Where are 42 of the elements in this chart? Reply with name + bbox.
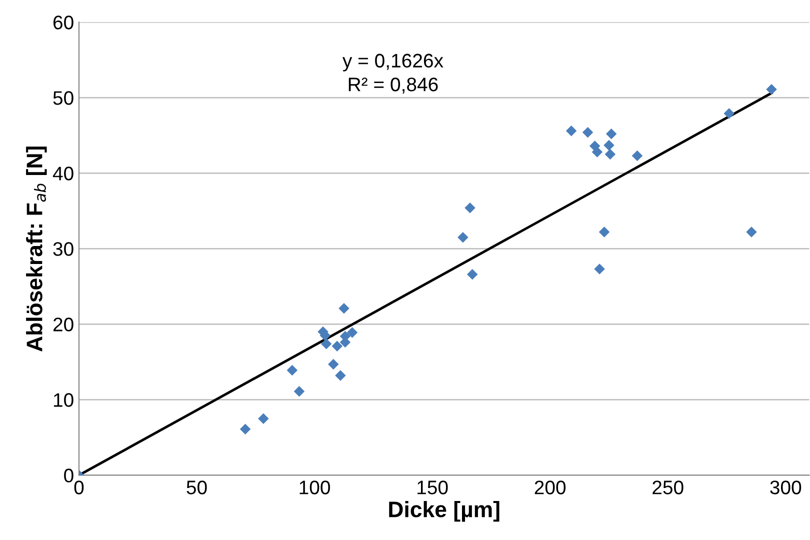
x-tick-label: 250 — [652, 480, 684, 494]
x-tick-label: 50 — [186, 480, 207, 494]
y-axis-title: Ablösekraft: F$_{ab}$ [N] — [26, 146, 47, 352]
point — [606, 128, 617, 140]
point — [598, 226, 610, 238]
x-tick-label: 300 — [770, 480, 802, 494]
point — [346, 327, 358, 338]
point — [746, 226, 757, 238]
point — [294, 386, 305, 397]
y-tick-label: 30 — [53, 242, 74, 256]
x-tick-label: 150 — [418, 480, 448, 494]
point — [258, 413, 269, 424]
point — [632, 150, 643, 162]
point — [604, 140, 614, 151]
y-tick-label: 40 — [52, 166, 74, 180]
point — [594, 264, 605, 274]
point — [332, 340, 343, 352]
y-tick-label: 0 — [64, 468, 74, 482]
x-axis-title: Dicke [µm] — [389, 500, 500, 522]
y-tick-label: 60 — [53, 16, 74, 30]
point — [592, 146, 603, 158]
point — [458, 232, 468, 243]
point — [335, 370, 346, 381]
point — [328, 358, 339, 370]
point — [724, 108, 734, 119]
point — [240, 424, 251, 435]
y-tick-label: 10 — [54, 393, 74, 407]
x-tick-label: 0 — [74, 480, 84, 494]
point — [338, 302, 350, 314]
x-tick-label: 200 — [534, 480, 566, 494]
point — [466, 268, 478, 280]
point — [566, 125, 577, 136]
point — [320, 338, 332, 350]
point — [286, 364, 298, 376]
point — [604, 148, 616, 160]
annotation: y = 0,1626x R² = 0,846 — [342, 54, 444, 94]
y-tick-label: 50 — [53, 91, 74, 105]
point — [464, 202, 476, 214]
y-tick-label: 20 — [53, 318, 74, 332]
point — [582, 127, 594, 138]
x-tick-label: 100 — [300, 480, 330, 494]
point — [766, 84, 777, 95]
